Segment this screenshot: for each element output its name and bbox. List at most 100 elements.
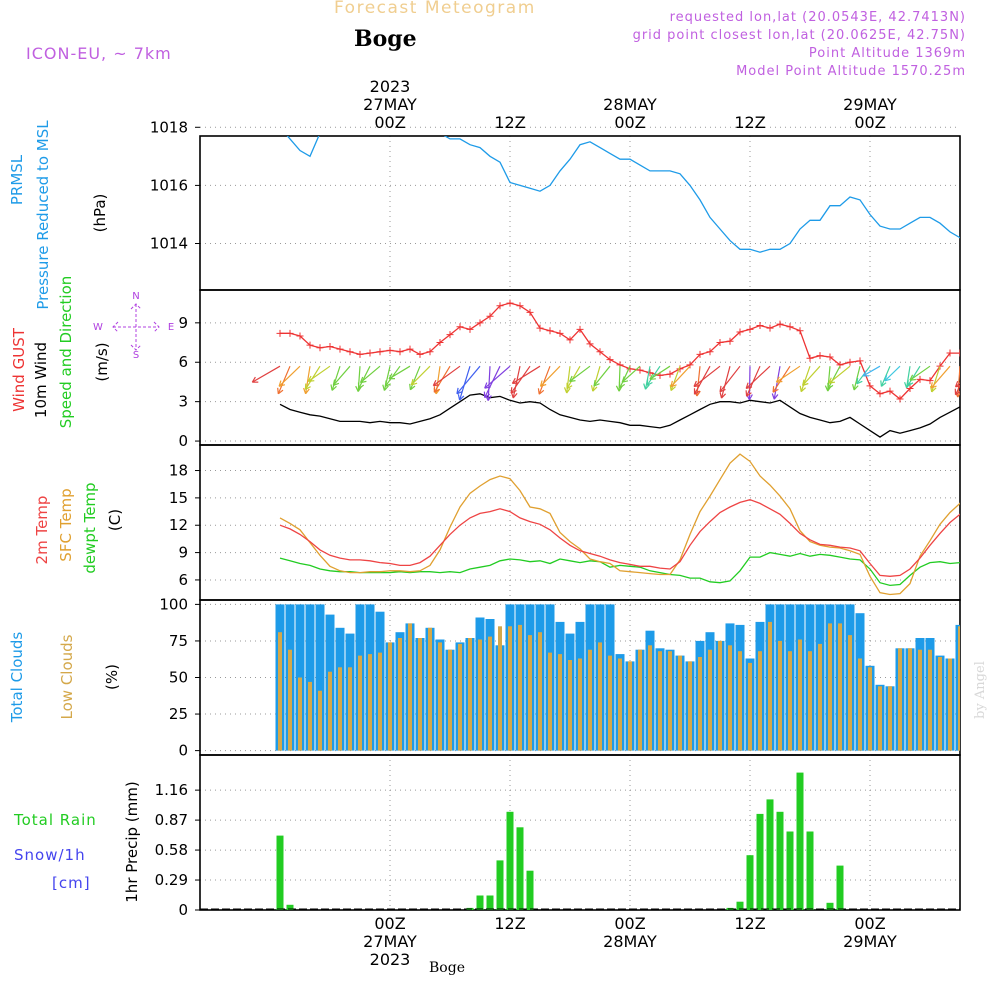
gust-point — [566, 336, 574, 344]
wind-arrow-head — [745, 390, 752, 397]
y-tick-label: 0.58 — [155, 841, 188, 859]
rain-bar — [736, 901, 744, 910]
wind-arrow-head — [307, 375, 315, 382]
gust-point — [596, 348, 604, 356]
low-cloud-bar — [838, 623, 842, 751]
time-label-top: 29MAY — [843, 95, 897, 114]
low-cloud-bar — [708, 649, 712, 751]
time-label-bottom: 29MAY — [843, 932, 897, 951]
label-snow-unit: [cm] — [52, 874, 91, 892]
gust-point — [816, 352, 824, 360]
label-total-rain: Total Rain — [13, 811, 97, 829]
wind-arrow-head — [563, 387, 571, 394]
low-cloud-bar — [958, 626, 960, 751]
time-label-bottom: 28MAY — [603, 932, 657, 951]
gust-point — [886, 387, 894, 395]
wind-arrow-head — [954, 388, 960, 396]
low-cloud-bar — [808, 651, 812, 751]
gust-point — [436, 339, 444, 347]
low-cloud-bar — [608, 655, 612, 751]
wind-arrow — [955, 382, 960, 388]
low-cloud-bar — [378, 652, 382, 751]
wind-arrow-head — [745, 382, 753, 389]
wind-arrow — [432, 365, 461, 387]
gust-point — [476, 319, 484, 327]
wind-arrow-head — [880, 380, 887, 387]
gust-point — [896, 395, 904, 403]
low-cloud-bar — [578, 658, 582, 751]
time-label-bottom: 12Z — [494, 914, 525, 933]
rain-bar — [276, 835, 284, 910]
wind-arrow-head — [456, 387, 463, 395]
low-cloud-bar — [798, 639, 802, 751]
low-cloud-bar — [658, 651, 662, 751]
series-line — [279, 551, 960, 587]
wind-arrow-head — [772, 386, 779, 393]
wind-arrow-head — [251, 376, 259, 383]
wind-arrow-head — [907, 379, 914, 387]
low-cloud-bar — [768, 621, 772, 751]
wind-arrow-head — [593, 379, 600, 387]
wind-arrow — [410, 365, 431, 386]
wind-arrow — [307, 365, 331, 382]
gust-point — [496, 302, 504, 310]
wind-arrow-head — [649, 373, 656, 380]
low-cloud-bar — [358, 655, 362, 751]
wind-arrow-head — [330, 384, 337, 391]
series-clouds — [275, 604, 1000, 751]
wind-arrow — [456, 365, 481, 395]
wind-arrow — [459, 366, 471, 401]
rain-bar — [967, 906, 974, 910]
low-cloud-bar — [948, 658, 952, 751]
low-cloud-bar — [688, 661, 692, 751]
time-label-bottom: 00Z — [854, 914, 885, 933]
y-tick-label: 75 — [169, 632, 188, 650]
wind-arrow — [251, 365, 281, 383]
gust-point — [946, 349, 954, 357]
compass-e: E — [168, 322, 174, 333]
low-cloud-bar — [548, 652, 552, 751]
low-cloud-bar — [918, 649, 922, 751]
y-tick-label: 1.16 — [155, 781, 188, 799]
wind-arrow-head — [884, 374, 891, 382]
time-label-top: 2023 — [370, 77, 411, 96]
low-cloud-bar — [888, 686, 892, 751]
panel-pressure: 1014 1016 1018 — [150, 118, 961, 291]
y-tick-label: 100 — [159, 595, 188, 613]
wind-arrow-head — [775, 376, 783, 383]
low-cloud-bar — [698, 657, 702, 751]
gust-point — [456, 323, 464, 331]
low-cloud-bar — [338, 667, 342, 751]
wind-arrow-head — [909, 374, 916, 381]
label-sfc-temp: SFC Temp — [57, 488, 75, 561]
rain-bar — [486, 895, 494, 910]
low-cloud-bar — [968, 622, 972, 751]
total-cloud-bar — [996, 647, 1000, 751]
gust-point — [686, 361, 694, 369]
gust-point — [987, 338, 994, 345]
wind-arrow — [646, 365, 661, 386]
panel-frame — [199, 289, 961, 446]
wind-arrow-head — [954, 380, 960, 388]
gust-point — [386, 346, 394, 354]
wind-arrow — [388, 365, 411, 380]
wind-arrow-head — [384, 380, 391, 387]
wind-arrow — [802, 365, 821, 386]
rain-bar — [977, 907, 984, 910]
gust-point — [936, 362, 944, 370]
y-tick-label: 3 — [178, 393, 188, 411]
y-tick-label: 6 — [178, 571, 188, 589]
gust-point — [446, 331, 454, 339]
low-cloud-bar — [328, 671, 332, 751]
wind-arrow-head — [643, 383, 650, 390]
low-cloud-bar — [368, 654, 372, 751]
total-cloud-bar — [315, 604, 325, 751]
label-2m-temp: 2m Temp — [33, 496, 51, 565]
rain-bar — [766, 799, 774, 910]
low-cloud-bar — [398, 638, 402, 751]
gust-point — [856, 357, 864, 365]
model-altitude: Model Point Altitude 1570.25m — [736, 64, 966, 79]
wind-arrow — [566, 365, 581, 390]
low-cloud-bar — [868, 667, 872, 751]
wind-arrow — [331, 366, 341, 391]
